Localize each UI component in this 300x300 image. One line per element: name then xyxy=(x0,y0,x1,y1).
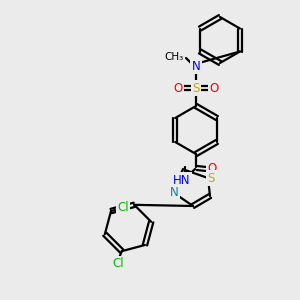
Text: O: O xyxy=(209,82,219,94)
Text: S: S xyxy=(192,82,200,94)
Text: Cl: Cl xyxy=(112,257,124,270)
Text: CH₃: CH₃ xyxy=(164,52,184,62)
Text: N: N xyxy=(169,187,178,200)
Text: S: S xyxy=(207,172,215,184)
Text: Cl: Cl xyxy=(117,200,129,214)
Text: O: O xyxy=(207,163,217,176)
Text: O: O xyxy=(173,82,183,94)
Text: N: N xyxy=(192,59,200,73)
Text: HN: HN xyxy=(173,173,191,187)
